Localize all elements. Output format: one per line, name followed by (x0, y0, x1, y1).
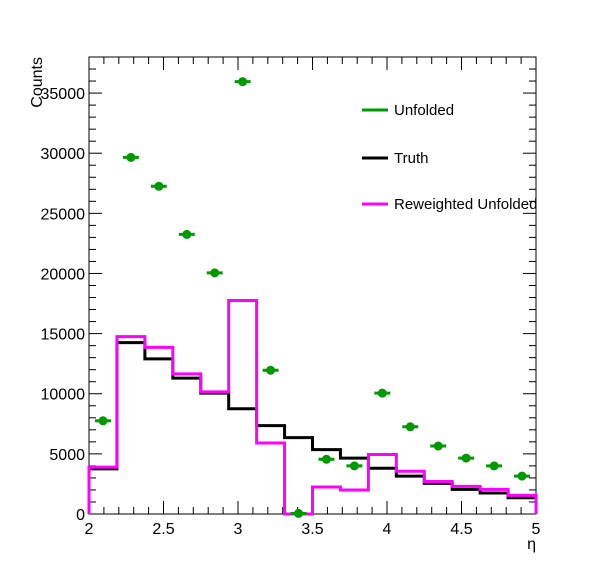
unfolded-point (430, 441, 447, 451)
reweighted-unfolded-step-line (87, 299, 538, 516)
truth-step-line (87, 341, 538, 514)
unfolded-marker (489, 461, 499, 471)
legend-entry-reweighted-unfolded: Reweighted Unfolded (362, 196, 537, 213)
legend: Unfolded Truth Reweighted Unfolded (362, 102, 537, 213)
unfolded-marker (377, 388, 387, 398)
unfolded-marker (294, 508, 304, 518)
unfolded-marker (154, 181, 164, 191)
legend-label: Reweighted Unfolded (394, 196, 537, 213)
unfolded-point (346, 461, 363, 471)
y-tick-label: 10000 (41, 387, 86, 404)
x-axis-ticks: 2 2.5 3 3.5 4 4.5 5 (85, 57, 541, 538)
x-tick-label: 5 (532, 521, 541, 538)
unfolded-point (122, 152, 139, 162)
y-tick-label: 25000 (41, 206, 86, 223)
unfolded-marker (349, 461, 359, 471)
x-tick-label: 4 (383, 521, 392, 538)
unfolded-point (402, 422, 419, 432)
legend-label: Truth (394, 150, 428, 167)
unfolded-marker (517, 471, 527, 481)
legend-entry-unfolded: Unfolded (362, 102, 454, 119)
unfolded-point (234, 77, 251, 87)
unfolded-marker (266, 365, 276, 375)
series-layer (87, 77, 538, 518)
unfolded-point (150, 181, 167, 191)
y-axis-title: Counts (29, 57, 46, 108)
unfolded-point (458, 453, 475, 463)
unfolded-point (374, 388, 391, 398)
unfolded-marker (210, 268, 220, 278)
unfolded-marker (461, 453, 471, 463)
x-tick-label: 2.5 (152, 521, 174, 538)
unfolded-point (178, 229, 195, 239)
y-tick-label: 30000 (41, 146, 86, 163)
x-tick-label: 3 (234, 521, 243, 538)
unfolded-marker (238, 77, 248, 87)
y-tick-label: 5000 (49, 447, 85, 464)
unfolded-point (262, 365, 279, 375)
y-tick-label: 0 (76, 507, 85, 524)
x-tick-label: 2 (85, 521, 94, 538)
unfolded-marker (405, 422, 415, 432)
unfolded-marker (182, 229, 192, 239)
x-tick-label: 4.5 (450, 521, 472, 538)
x-axis-title: η (527, 536, 536, 553)
y-tick-label: 15000 (41, 327, 86, 344)
unfolded-marker (126, 152, 136, 162)
unfolded-marker (433, 441, 443, 451)
y-tick-label: 35000 (41, 86, 86, 103)
unfolded-point (95, 416, 111, 426)
x-tick-label: 3.5 (301, 521, 323, 538)
unfolded-point (486, 461, 503, 471)
unfolded-point (206, 268, 223, 278)
y-axis-ticks: 0 5000 10000 15000 20000 25000 30000 35000 (41, 56, 536, 524)
unfolded-point (290, 508, 307, 518)
unfolded-marker (98, 416, 108, 426)
legend-entry-truth: Truth (362, 150, 428, 167)
unfolded-point (318, 454, 335, 464)
y-tick-label: 20000 (41, 266, 86, 283)
unfolded-marker (321, 454, 331, 464)
legend-label: Unfolded (394, 102, 454, 119)
unfolded-point (514, 471, 530, 481)
